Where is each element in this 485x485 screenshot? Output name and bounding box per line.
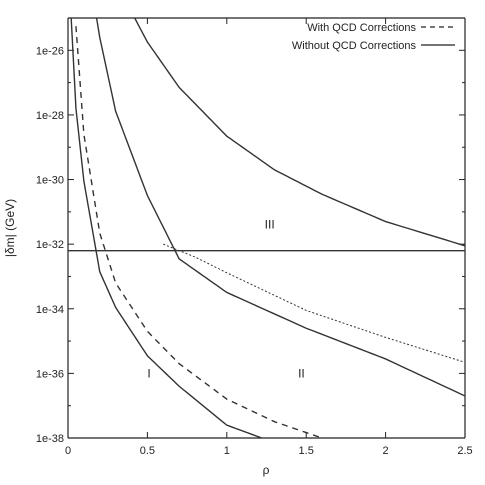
y-tick-label: 1e-34 <box>36 304 64 316</box>
y-axis-label: |δm| (GeV) <box>3 199 17 257</box>
x-axis-label: ρ <box>263 463 270 477</box>
x-tick-label: 0 <box>65 445 71 457</box>
y-ticks: 1e-38 1e-36 1e-34 1e-32 1e-30 1e-28 1e-26 <box>36 17 465 445</box>
legend-label-with-qcd: With QCD Corrections <box>307 22 416 34</box>
x-tick-label: 2.5 <box>457 445 472 457</box>
region-label-iii: III <box>265 218 275 232</box>
x-tick-label: 1.5 <box>299 445 314 457</box>
series-layer <box>68 18 465 438</box>
region-label-ii: II <box>298 366 305 380</box>
x-tick-label: 2 <box>383 445 389 457</box>
y-tick-label: 1e-26 <box>36 45 64 57</box>
legend-label-without-qcd: Without QCD Corrections <box>292 40 417 52</box>
region-labels: I II III <box>147 218 304 381</box>
legend: With QCD Corrections Without QCD Correct… <box>292 22 455 52</box>
series-line-2-dashed <box>75 26 323 438</box>
series-line-1-solid <box>70 18 262 438</box>
x-tick-label: 0.5 <box>140 445 155 457</box>
y-tick-label: 1e-32 <box>36 239 64 251</box>
series-line-3-solid <box>95 18 465 397</box>
y-tick-label: 1e-30 <box>36 175 64 187</box>
series-line-5-solid <box>134 18 465 247</box>
x-ticks: 0 0.5 1 1.5 2 2.5 <box>65 18 473 457</box>
y-tick-label: 1e-38 <box>36 433 64 445</box>
y-tick-label: 1e-28 <box>36 110 64 122</box>
x-tick-label: 1 <box>224 445 230 457</box>
plot-frame <box>67 17 466 439</box>
region-label-i: I <box>147 366 150 380</box>
series-line-4-dotted <box>163 243 465 363</box>
y-tick-label: 1e-36 <box>36 368 64 380</box>
